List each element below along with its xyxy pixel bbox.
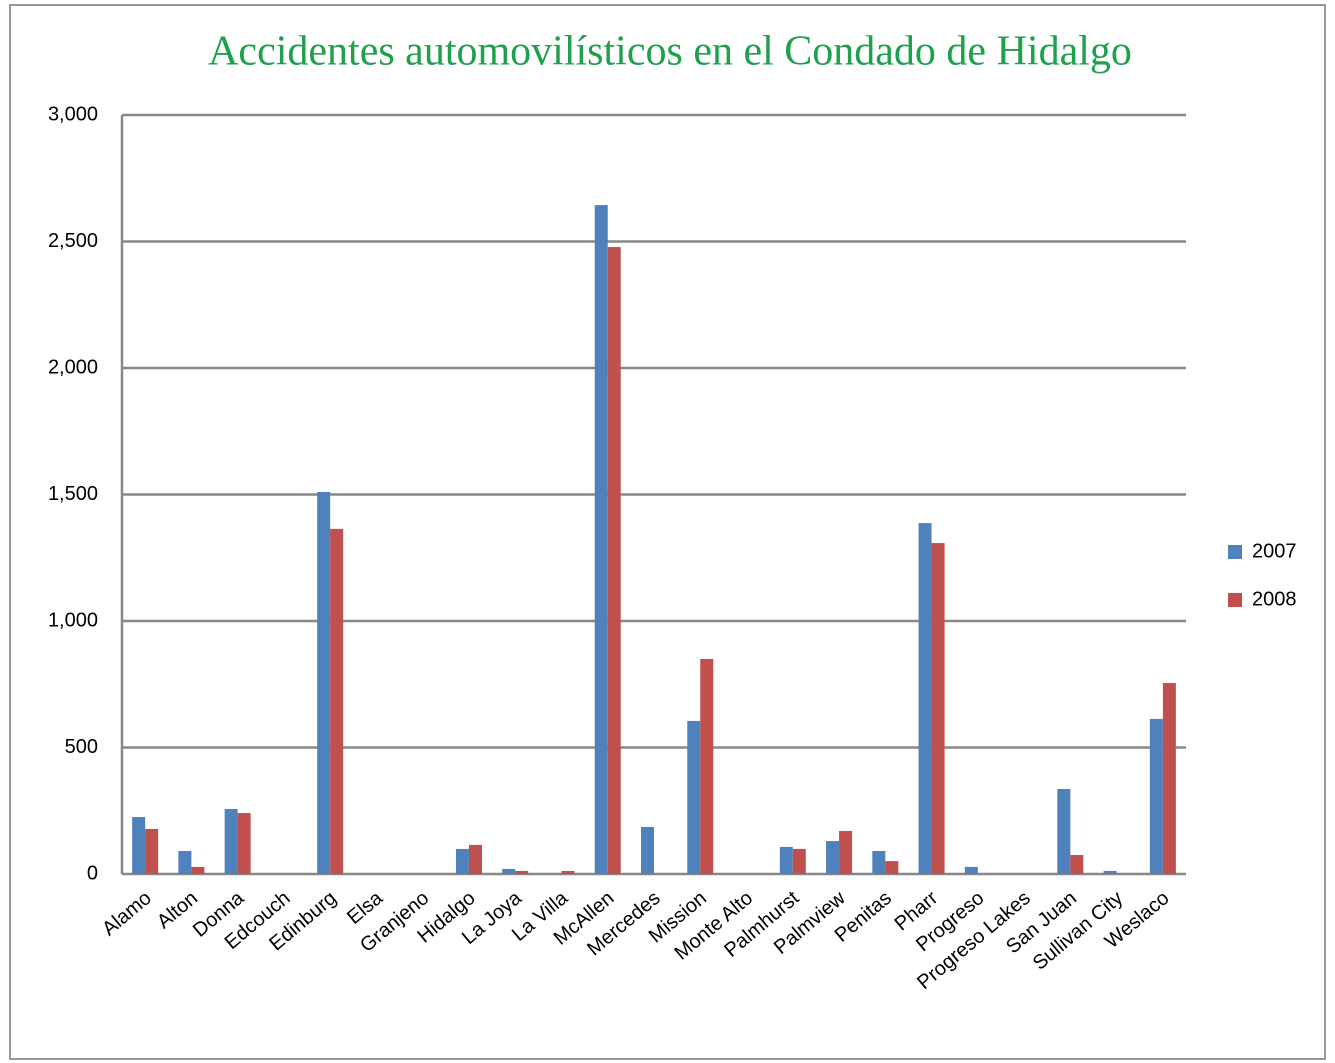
y-tick-label: 2,000	[48, 356, 98, 378]
y-tick-label: 1,500	[48, 483, 98, 505]
bar	[1057, 788, 1071, 874]
bar	[607, 247, 621, 875]
bar	[700, 658, 714, 874]
legend-label: 2007	[1252, 540, 1297, 562]
bar	[779, 846, 793, 874]
bar	[918, 523, 932, 874]
bar	[885, 861, 899, 874]
bar	[502, 868, 516, 874]
bar	[931, 543, 945, 874]
bar	[132, 817, 146, 874]
bar	[515, 870, 529, 874]
bar	[468, 844, 482, 874]
bar	[687, 720, 701, 874]
bar	[455, 848, 469, 874]
bar	[1070, 855, 1084, 874]
y-tick-label: 3,000	[48, 103, 98, 125]
y-tick-label: 500	[65, 736, 98, 758]
bar	[145, 828, 159, 874]
bar	[839, 830, 853, 874]
bar	[317, 491, 331, 874]
bar	[224, 808, 238, 874]
bar	[1149, 718, 1163, 874]
bar	[1103, 870, 1117, 874]
bar	[964, 866, 978, 874]
bar	[792, 848, 806, 874]
bar	[641, 826, 654, 874]
y-tick-label: 1,000	[48, 609, 98, 631]
bar	[1162, 682, 1176, 874]
chart-frame	[9, 4, 1326, 1060]
bar	[237, 813, 251, 874]
bar	[178, 850, 192, 874]
legend-label: 2008	[1252, 588, 1297, 610]
legend-swatch	[1228, 593, 1242, 607]
bar	[330, 528, 344, 874]
legend-swatch	[1228, 545, 1242, 559]
bar	[872, 850, 886, 874]
bar	[561, 870, 575, 874]
y-tick-label: 2,500	[48, 230, 98, 252]
bar	[191, 866, 205, 874]
chart-title: Accidentes automovilísticos en el Condad…	[208, 29, 1132, 75]
bar	[826, 841, 840, 874]
y-tick-label: 0	[87, 862, 98, 884]
bar	[594, 205, 608, 874]
